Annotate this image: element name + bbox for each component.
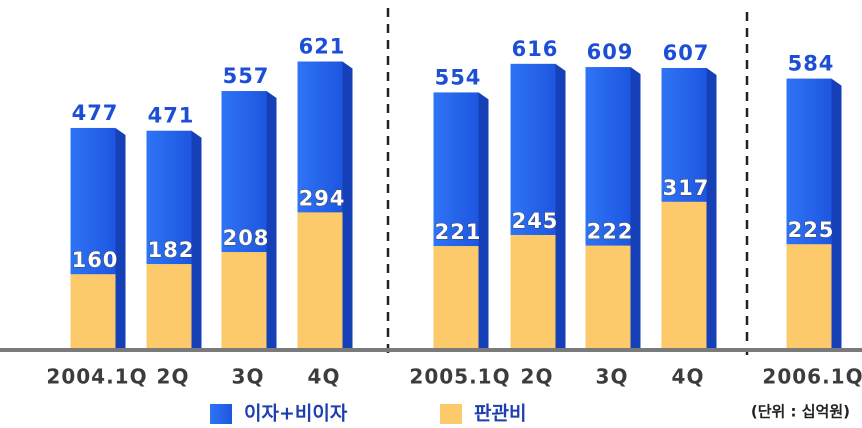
- legend-swatch: [210, 404, 232, 424]
- value-label: 607: [663, 41, 710, 65]
- bar: [510, 234, 556, 348]
- value-label: 554: [435, 65, 482, 89]
- bar-side: [266, 91, 277, 349]
- bar-side: [831, 78, 842, 349]
- bar: [433, 246, 479, 348]
- value-label: 621: [299, 35, 346, 59]
- value-label: 477: [72, 101, 119, 125]
- bar: [585, 245, 631, 348]
- value-label: 182: [148, 238, 195, 262]
- value-label: 609: [587, 40, 634, 64]
- x-tick-label: 2Q: [521, 365, 554, 389]
- bar-side: [555, 63, 566, 349]
- value-label: 225: [788, 218, 835, 242]
- value-label: 616: [512, 37, 559, 61]
- bar-side: [342, 61, 353, 349]
- axis-base: [0, 348, 862, 352]
- value-label: 208: [223, 226, 270, 250]
- value-label: 557: [223, 64, 270, 88]
- x-tick-label: 3Q: [596, 365, 629, 389]
- x-tick-label: 2006.1Q: [762, 365, 862, 389]
- value-label: 221: [435, 220, 482, 244]
- bar: [221, 252, 267, 348]
- value-label: 222: [587, 220, 634, 244]
- legend-label: 판관비: [474, 403, 526, 425]
- value-label: 471: [148, 104, 195, 128]
- value-label: 317: [663, 176, 710, 200]
- bar: [70, 274, 116, 348]
- value-label: 294: [299, 186, 346, 210]
- bar-side: [478, 92, 489, 349]
- x-tick-label: 2005.1Q: [409, 365, 510, 389]
- bar-side: [630, 67, 641, 348]
- bar-side: [191, 130, 202, 348]
- bar: [297, 212, 343, 348]
- legend-label: 이자+비이자: [244, 403, 348, 425]
- bar: [146, 264, 192, 348]
- value-label: 245: [512, 209, 559, 233]
- x-tick-label: 3Q: [232, 365, 265, 389]
- bar-side: [115, 127, 126, 348]
- x-tick-label: 4Q: [672, 365, 705, 389]
- bar: [661, 201, 707, 348]
- bar-side: [706, 67, 717, 348]
- bar: [786, 244, 832, 348]
- x-tick-label: 4Q: [308, 365, 341, 389]
- x-tick-label: 2004.1Q: [46, 365, 147, 389]
- unit-note: (단위 : 십억원): [751, 403, 850, 421]
- legend-swatch: [440, 404, 462, 424]
- value-label: 160: [72, 248, 119, 272]
- value-label: 584: [788, 52, 835, 76]
- x-tick-label: 2Q: [157, 365, 190, 389]
